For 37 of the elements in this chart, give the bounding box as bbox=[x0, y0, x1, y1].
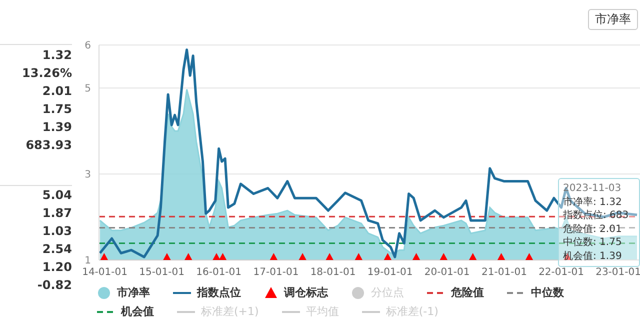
legend-label: 调仓标志 bbox=[284, 285, 328, 300]
text: 1.87 bbox=[42, 206, 72, 220]
x-tick-label: 20-01-01 bbox=[424, 267, 470, 278]
text: 1.75 bbox=[42, 102, 72, 116]
text: 683.93 bbox=[26, 138, 72, 152]
text: 2.01 bbox=[42, 84, 72, 98]
legend-label: 危险值 bbox=[451, 285, 484, 300]
x-tick-label: 15-01-01 bbox=[139, 267, 184, 278]
text: 1.20 bbox=[42, 260, 72, 274]
text: 1.39 bbox=[42, 120, 72, 134]
text: 2.54 bbox=[42, 242, 72, 256]
legend-label: 中位数 bbox=[531, 285, 564, 300]
x-tick-label: 23-01-01 bbox=[596, 267, 640, 278]
legend-label: 市净率 bbox=[117, 285, 150, 300]
y-tick-label: 3 bbox=[84, 170, 91, 181]
text: 5.04 bbox=[42, 188, 72, 202]
text: 13.26% bbox=[22, 66, 72, 80]
y-tick-label: 5 bbox=[84, 84, 91, 95]
text: 1.03 bbox=[42, 224, 72, 238]
x-tick-label: 16-01-01 bbox=[196, 267, 242, 278]
legend-label: 指数点位 bbox=[197, 285, 241, 300]
line-series bbox=[99, 48, 638, 258]
x-tick-label: 21-01-01 bbox=[482, 267, 527, 278]
annotation: 市净率: 1.32 bbox=[563, 196, 623, 209]
x-tick-label: 18-01-01 bbox=[310, 267, 356, 278]
annotation: 中位数: 1.75 bbox=[563, 236, 623, 250]
x-tick-label: 19-01-01 bbox=[367, 267, 413, 278]
x-tick-label: 22-01-01 bbox=[538, 267, 584, 278]
y-tick-label: 1 bbox=[84, 256, 91, 267]
x-tick-label: 17-01-01 bbox=[253, 267, 299, 278]
text: 1.32 bbox=[42, 48, 72, 62]
text: 市净率 bbox=[588, 9, 638, 30]
legend-label: 机会值 bbox=[121, 304, 154, 319]
annotation: 危险值: 2.01 bbox=[563, 222, 623, 236]
y-tick-label: 6 bbox=[84, 40, 91, 52]
x-tick-label: 14-01-01 bbox=[82, 267, 128, 278]
text: -0.82 bbox=[37, 278, 72, 292]
